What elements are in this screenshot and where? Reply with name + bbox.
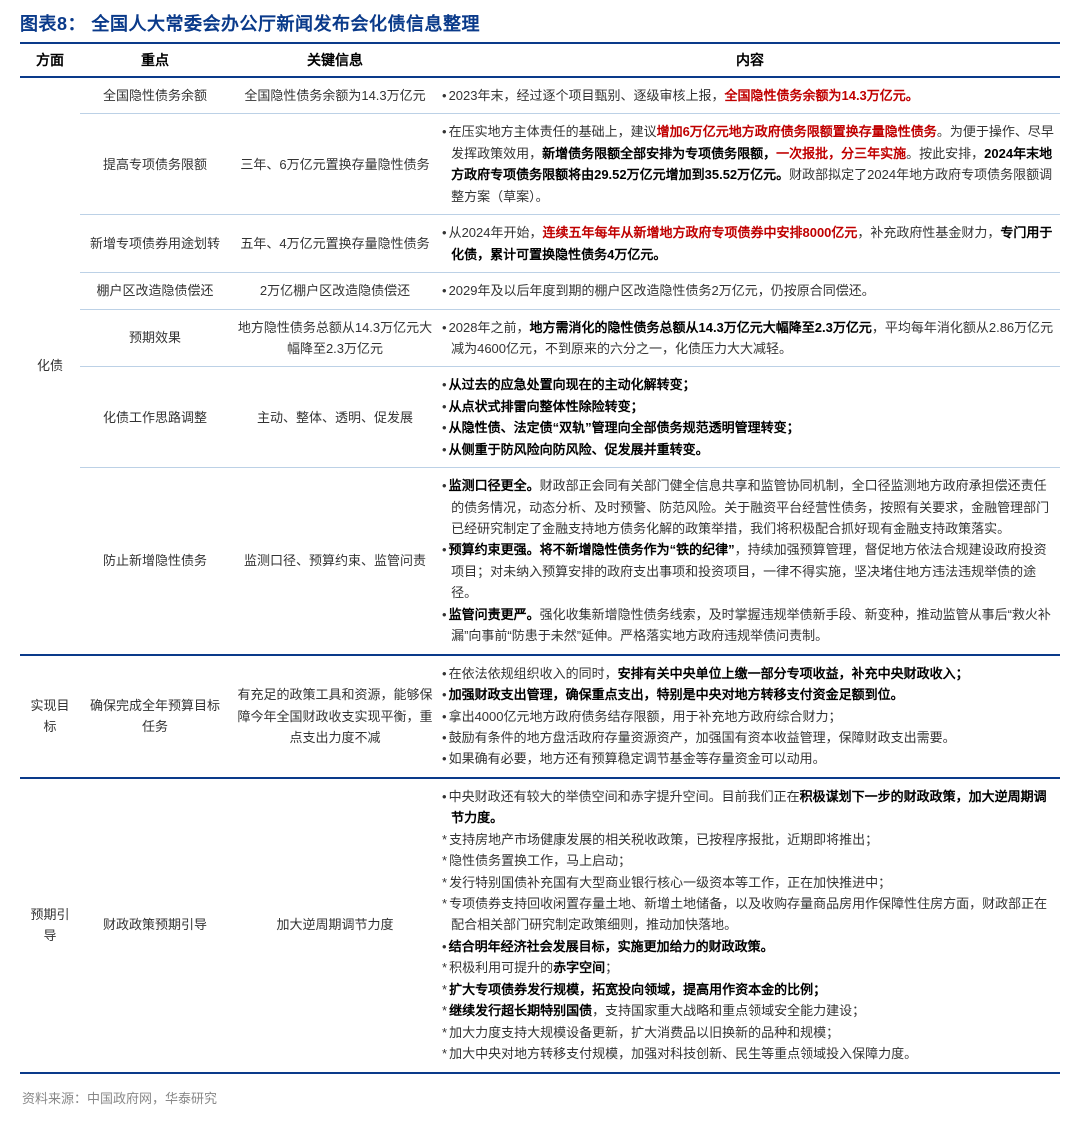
focus-cell: 棚户区改造隐债偿还: [80, 273, 230, 309]
focus-cell: 确保完成全年预算目标任务: [80, 655, 230, 778]
content-cell: 2029年及以后年度到期的棚户区改造隐性债务2万亿元，仍按原合同偿还。: [440, 273, 1060, 309]
aspect-cell: 化债: [20, 77, 80, 655]
content-cell: 中央财政还有较大的举债空间和赤字提升空间。目前我们正在积极谋划下一步的财政政策，…: [440, 778, 1060, 1073]
table-body: 化债全国隐性债务余额全国隐性债务余额为14.3万亿元2023年末，经过逐个项目甄…: [20, 77, 1060, 1073]
keyinfo-cell: 五年、4万亿元置换存量隐性债务: [230, 215, 440, 273]
table-row: 化债全国隐性债务余额全国隐性债务余额为14.3万亿元2023年末，经过逐个项目甄…: [20, 77, 1060, 114]
focus-cell: 预期效果: [80, 309, 230, 367]
table-row: 化债工作思路调整主动、整体、透明、促发展从过去的应急处置向现在的主动化解转变；从…: [20, 367, 1060, 468]
keyinfo-cell: 地方隐性债务总额从14.3万亿元大幅降至2.3万亿元: [230, 309, 440, 367]
keyinfo-cell: 2万亿棚户区改造隐债偿还: [230, 273, 440, 309]
table-row: 实现目标确保完成全年预算目标任务有充足的政策工具和资源，能够保障今年全国财政收支…: [20, 655, 1060, 778]
keyinfo-cell: 加大逆周期调节力度: [230, 778, 440, 1073]
aspect-cell: 实现目标: [20, 655, 80, 778]
content-cell: 在依法依规组织收入的同时，安排有关中央单位上缴一部分专项收益，补充中央财政收入；…: [440, 655, 1060, 778]
content-cell: 2023年末，经过逐个项目甄别、逐级审核上报，全国隐性债务余额为14.3万亿元。: [440, 77, 1060, 114]
chart-title: 图表8： 全国人大常委会办公厅新闻发布会化债信息整理: [20, 10, 480, 36]
table-row: 预期引导财政政策预期引导加大逆周期调节力度中央财政还有较大的举债空间和赤字提升空…: [20, 778, 1060, 1073]
chart-title-row: 图表8： 全国人大常委会办公厅新闻发布会化债信息整理: [20, 10, 1060, 36]
data-source: 资料来源：中国政府网，华泰研究: [0, 1080, 1080, 1121]
keyinfo-cell: 有充足的政策工具和资源，能够保障今年全国财政收支实现平衡，重点支出力度不减: [230, 655, 440, 778]
aspect-cell: 预期引导: [20, 778, 80, 1073]
col-header: 方面: [20, 43, 80, 77]
content-cell: 2028年之前，地方需消化的隐性债务总额从14.3万亿元大幅降至2.3万亿元，平…: [440, 309, 1060, 367]
content-cell: 从过去的应急处置向现在的主动化解转变；从点状式排雷向整体性除险转变；从隐性债、法…: [440, 367, 1060, 468]
content-cell: 监测口径更全。财政部正会同有关部门健全信息共享和监管协同机制，全口径监测地方政府…: [440, 468, 1060, 655]
col-header: 内容: [440, 43, 1060, 77]
col-header: 关键信息: [230, 43, 440, 77]
content-cell: 从2024年开始，连续五年每年从新增地方政府专项债券中安排8000亿元，补充政府…: [440, 215, 1060, 273]
table-row: 预期效果地方隐性债务总额从14.3万亿元大幅降至2.3万亿元2028年之前，地方…: [20, 309, 1060, 367]
keyinfo-cell: 监测口径、预算约束、监管问责: [230, 468, 440, 655]
keyinfo-cell: 全国隐性债务余额为14.3万亿元: [230, 77, 440, 114]
focus-cell: 全国隐性债务余额: [80, 77, 230, 114]
keyinfo-cell: 主动、整体、透明、促发展: [230, 367, 440, 468]
focus-cell: 提高专项债务限额: [80, 114, 230, 215]
debt-info-table: 方面重点关键信息内容 化债全国隐性债务余额全国隐性债务余额为14.3万亿元202…: [20, 42, 1060, 1074]
content-cell: 在压实地方主体责任的基础上，建议增加6万亿元地方政府债务限额置换存量隐性债务。为…: [440, 114, 1060, 215]
table-row: 提高专项债务限额三年、6万亿元置换存量隐性债务在压实地方主体责任的基础上，建议增…: [20, 114, 1060, 215]
focus-cell: 防止新增隐性债务: [80, 468, 230, 655]
table-header-row: 方面重点关键信息内容: [20, 43, 1060, 77]
table-row: 防止新增隐性债务监测口径、预算约束、监管问责监测口径更全。财政部正会同有关部门健…: [20, 468, 1060, 655]
keyinfo-cell: 三年、6万亿元置换存量隐性债务: [230, 114, 440, 215]
focus-cell: 新增专项债券用途划转: [80, 215, 230, 273]
focus-cell: 财政政策预期引导: [80, 778, 230, 1073]
table-row: 棚户区改造隐债偿还2万亿棚户区改造隐债偿还2029年及以后年度到期的棚户区改造隐…: [20, 273, 1060, 309]
table-row: 新增专项债券用途划转五年、4万亿元置换存量隐性债务从2024年开始，连续五年每年…: [20, 215, 1060, 273]
col-header: 重点: [80, 43, 230, 77]
focus-cell: 化债工作思路调整: [80, 367, 230, 468]
